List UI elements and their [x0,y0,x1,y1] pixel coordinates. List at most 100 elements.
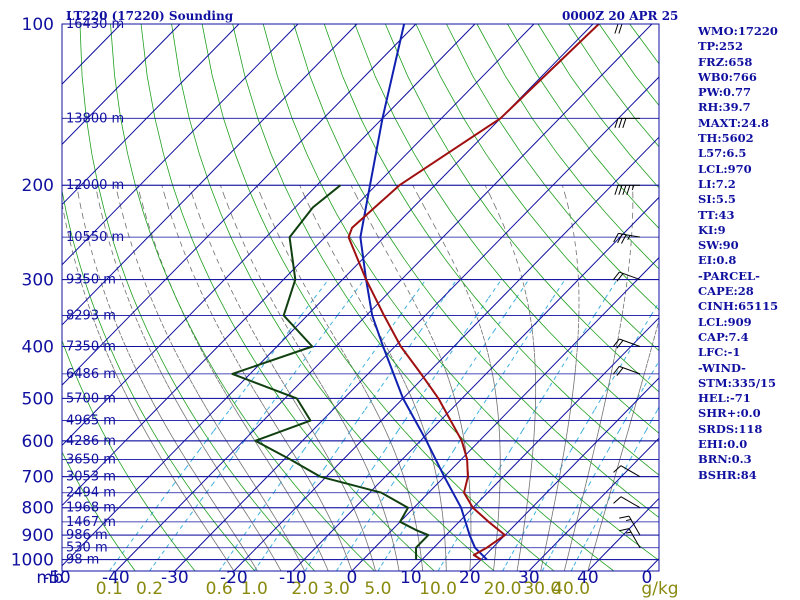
mixing-ratio-line [399,297,413,316]
dry-adiabat [267,450,275,460]
dry-adiabat [487,514,497,523]
dry-adiabat [79,23,83,76]
index-line: LFC:-1 [698,345,741,360]
moist-adiabat [236,411,240,417]
mixing-ratio-line [358,528,364,536]
pressure-label: 100 [22,15,54,35]
moist-adiabat [360,455,364,460]
parcel-profile-line [359,23,488,561]
moist-adiabat [568,550,570,553]
moist-adiabat [315,436,319,442]
moist-adiabat [204,489,208,493]
mixing-ratio-line [440,559,446,566]
moist-adiabat [169,473,173,477]
dry-adiabat [283,185,298,213]
moist-adiabat [393,547,396,551]
dry-adiabat [132,484,139,493]
moist-adiabat [115,263,119,272]
moist-adiabat [649,346,653,353]
dry-adiabat [287,409,297,421]
moist-adiabat [460,424,463,429]
dry-adiabat [354,23,376,77]
moist-adiabat [157,411,161,417]
moist-adiabat [183,368,188,375]
mixing-ratio-line [447,450,455,460]
dry-adiabat [427,565,435,572]
dry-adiabat [446,528,454,536]
dry-adiabat [604,386,619,399]
moist-adiabat [94,263,99,272]
moist-adiabat [104,227,109,238]
moist-adiabat [195,513,199,517]
moist-adiabat [99,207,104,218]
moist-adiabat [628,255,631,264]
dry-adiabat [627,492,638,501]
mixing-ratio-line [223,459,232,469]
dry-adiabat [650,467,660,476]
moist-adiabat [199,518,202,523]
moist-adiabat [264,352,269,359]
dry-adiabat [444,259,462,280]
dry-adiabat [590,507,601,516]
moist-adiabat [393,545,395,548]
moist-adiabat [246,473,250,477]
moist-adiabat [385,516,387,520]
mixing-ratio-line [172,476,180,486]
moist-adiabat [416,411,420,417]
moist-adiabat [435,227,441,238]
mixing-ratio-line [576,553,581,560]
moist-adiabat [618,459,621,464]
moist-adiabat [229,564,232,567]
mixing-ratio-line [426,420,435,432]
moist-adiabat [456,407,459,413]
moist-adiabat [470,301,475,309]
wind-barb [613,465,641,478]
moist-adiabat [228,486,232,490]
mixing-ratio-line [573,559,578,566]
moist-adiabat [184,495,187,500]
moist-adiabat [437,486,440,490]
moist-adiabat [554,495,557,499]
mixing-ratio-line [221,409,231,421]
moist-adiabat [242,547,245,551]
moist-adiabat [573,373,576,380]
dry-adiabat [576,450,588,460]
dry-adiabat [485,360,499,375]
mixing-ratio-line [504,450,511,460]
moist-adiabat [168,207,173,218]
mixing-ratio-line [262,500,269,509]
mixing-ratio-line [364,398,374,411]
height-label: 4965 m [66,414,116,429]
moist-adiabat [274,368,279,375]
moist-adiabat [268,294,274,302]
mixing-ratio-line [623,346,633,361]
moist-adiabat [317,378,322,385]
moist-adiabat [446,373,449,380]
moist-adiabat [231,402,235,408]
moist-adiabat [250,328,256,335]
dry-adiabat [643,420,657,432]
moist-adiabat [137,263,142,272]
dry-adiabat [152,514,159,523]
moist-adiabat [433,462,435,467]
moist-adiabat [581,495,584,499]
mixing-ratio-line [372,459,380,469]
dry-adiabat [587,236,609,260]
moist-adiabat [294,340,299,347]
dry-adiabat [555,430,567,442]
dry-adiabat [292,547,299,555]
moist-adiabat [572,227,575,238]
moist-adiabat [391,537,393,541]
mixing-ratio-line [575,500,581,508]
moist-adiabat [308,424,312,430]
mixing-ratio-line [515,430,523,442]
index-line: CAP:7.4 [698,329,749,344]
moist-adiabat [438,489,440,493]
moist-adiabat [348,561,350,565]
dry-adiabat [394,476,403,486]
mixing-ratio-line [592,521,598,529]
moist-adiabat [573,529,575,533]
moist-adiabat [350,185,358,197]
dry-adiabat [418,279,434,299]
mixing-ratio-line [445,346,456,361]
